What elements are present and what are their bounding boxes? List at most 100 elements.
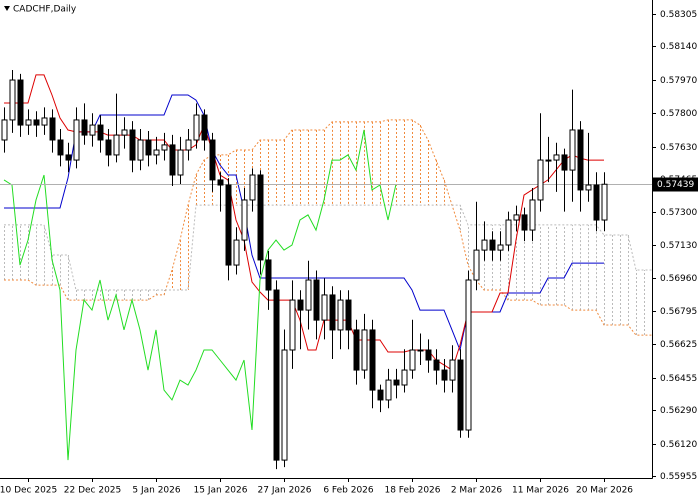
candle-body bbox=[281, 349, 288, 461]
candle-body bbox=[121, 129, 128, 136]
candle-body bbox=[337, 299, 344, 331]
indicator-line bbox=[4, 74, 604, 371]
last-price-label: 0.57439 bbox=[657, 180, 694, 190]
candle-body bbox=[393, 379, 400, 386]
candle-body bbox=[41, 117, 48, 126]
candle-body bbox=[377, 389, 384, 401]
candle-body bbox=[185, 139, 192, 151]
candle-body bbox=[177, 149, 184, 176]
candle-body bbox=[305, 279, 312, 311]
candle-body bbox=[57, 139, 64, 156]
candle-body bbox=[561, 154, 568, 171]
candle-body bbox=[569, 129, 576, 171]
candle-body bbox=[25, 119, 32, 126]
x-tick-label: 2 Mar 2026 bbox=[451, 486, 503, 496]
title-icon bbox=[4, 6, 10, 11]
indicator-line bbox=[4, 94, 604, 352]
candle-body bbox=[345, 299, 352, 331]
candle-body bbox=[105, 139, 112, 156]
y-tick-label: 0.57800 bbox=[660, 109, 697, 119]
candle-body bbox=[473, 249, 480, 281]
x-tick-label: 11 Mar 2026 bbox=[512, 486, 569, 496]
candle-body bbox=[201, 114, 208, 141]
candle-body bbox=[553, 154, 560, 161]
candle-body bbox=[241, 199, 248, 241]
candle-body bbox=[273, 289, 280, 461]
candle-body bbox=[1, 119, 8, 141]
candle-layer bbox=[1, 69, 608, 470]
y-tick-label: 0.56290 bbox=[660, 406, 697, 416]
candle-body bbox=[585, 184, 592, 191]
last-price-box bbox=[652, 177, 698, 192]
y-tick-label: 0.58140 bbox=[660, 42, 697, 52]
candle-body bbox=[329, 294, 336, 331]
candle-body bbox=[545, 159, 552, 162]
x-tick-label: 22 Dec 2025 bbox=[64, 486, 122, 496]
candle-body bbox=[457, 359, 464, 431]
candle-body bbox=[257, 174, 264, 261]
candle-body bbox=[129, 129, 136, 161]
candle-body bbox=[153, 149, 160, 156]
candle-body bbox=[97, 124, 104, 141]
candle-body bbox=[313, 279, 320, 321]
candle-body bbox=[385, 379, 392, 401]
y-tick-label: 0.55955 bbox=[660, 472, 697, 482]
y-tick-label: 0.57300 bbox=[660, 208, 697, 218]
y-tick-label: 0.56455 bbox=[660, 374, 697, 384]
y-tick-label: 0.57970 bbox=[660, 76, 697, 86]
candle-body bbox=[217, 179, 224, 186]
candle-body bbox=[225, 184, 232, 266]
y-tick-label: 0.56960 bbox=[660, 274, 697, 284]
candle-body bbox=[521, 214, 528, 231]
candle-body bbox=[425, 349, 432, 361]
candle-body bbox=[513, 214, 520, 221]
candle-body bbox=[73, 119, 80, 161]
candle-body bbox=[161, 144, 168, 151]
candle-body bbox=[449, 359, 456, 381]
x-tick-label: 27 Jan 2026 bbox=[258, 486, 312, 496]
candle-body bbox=[145, 139, 152, 156]
candle-body bbox=[401, 369, 408, 386]
x-tick-label: 5 Jan 2026 bbox=[132, 486, 180, 496]
candle-body bbox=[529, 199, 536, 231]
candle-body bbox=[289, 299, 296, 351]
candle-body bbox=[209, 139, 216, 181]
candle-body bbox=[9, 79, 16, 121]
candle-body bbox=[601, 183, 608, 221]
candle-body bbox=[169, 144, 176, 176]
candle-body bbox=[465, 279, 472, 431]
candle-body bbox=[441, 369, 448, 381]
y-tick-label: 0.58305 bbox=[660, 10, 697, 20]
candle-body bbox=[577, 129, 584, 191]
candle-body bbox=[369, 329, 376, 391]
chart-title: CADCHF,Daily bbox=[13, 5, 77, 15]
candle-body bbox=[17, 79, 24, 126]
y-tick-label: 0.57630 bbox=[660, 143, 697, 153]
candle-body bbox=[409, 349, 416, 371]
candle-body bbox=[481, 239, 488, 251]
candle-body bbox=[33, 119, 40, 126]
indicator-line bbox=[3, 129, 397, 461]
candle-body bbox=[265, 259, 272, 291]
candle-body bbox=[49, 117, 56, 141]
y-tick-label: 0.56795 bbox=[660, 307, 697, 317]
candle-body bbox=[233, 239, 240, 266]
candle-body bbox=[65, 154, 72, 161]
candle-body bbox=[593, 184, 600, 221]
candle-body bbox=[537, 159, 544, 201]
candle-body bbox=[497, 244, 504, 251]
x-tick-label: 18 Feb 2026 bbox=[384, 486, 440, 496]
candle-body bbox=[353, 329, 360, 371]
candle-body bbox=[417, 349, 424, 352]
x-tick-label: 20 Mar 2026 bbox=[576, 486, 633, 496]
candle-body bbox=[361, 329, 368, 371]
candle-body bbox=[89, 124, 96, 136]
candle-body bbox=[489, 239, 496, 251]
candle-body bbox=[137, 139, 144, 161]
x-tick-label: 15 Jan 2026 bbox=[194, 486, 248, 496]
candle-body bbox=[113, 134, 120, 156]
candle-body bbox=[321, 294, 328, 321]
candle-body bbox=[433, 359, 440, 371]
